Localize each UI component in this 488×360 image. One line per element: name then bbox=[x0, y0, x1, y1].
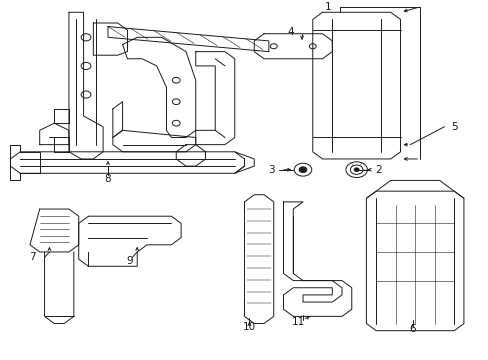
Text: 3: 3 bbox=[267, 165, 274, 175]
Circle shape bbox=[299, 167, 306, 172]
Circle shape bbox=[353, 168, 358, 171]
Text: 11: 11 bbox=[291, 317, 304, 327]
Text: 1: 1 bbox=[325, 2, 331, 12]
Text: 6: 6 bbox=[408, 324, 415, 334]
Text: 8: 8 bbox=[104, 174, 111, 184]
Text: 5: 5 bbox=[450, 122, 457, 132]
Text: 4: 4 bbox=[287, 27, 294, 37]
Text: 2: 2 bbox=[374, 165, 381, 175]
Text: 9: 9 bbox=[126, 256, 133, 266]
Text: 10: 10 bbox=[243, 322, 255, 332]
Text: 7: 7 bbox=[29, 252, 36, 262]
